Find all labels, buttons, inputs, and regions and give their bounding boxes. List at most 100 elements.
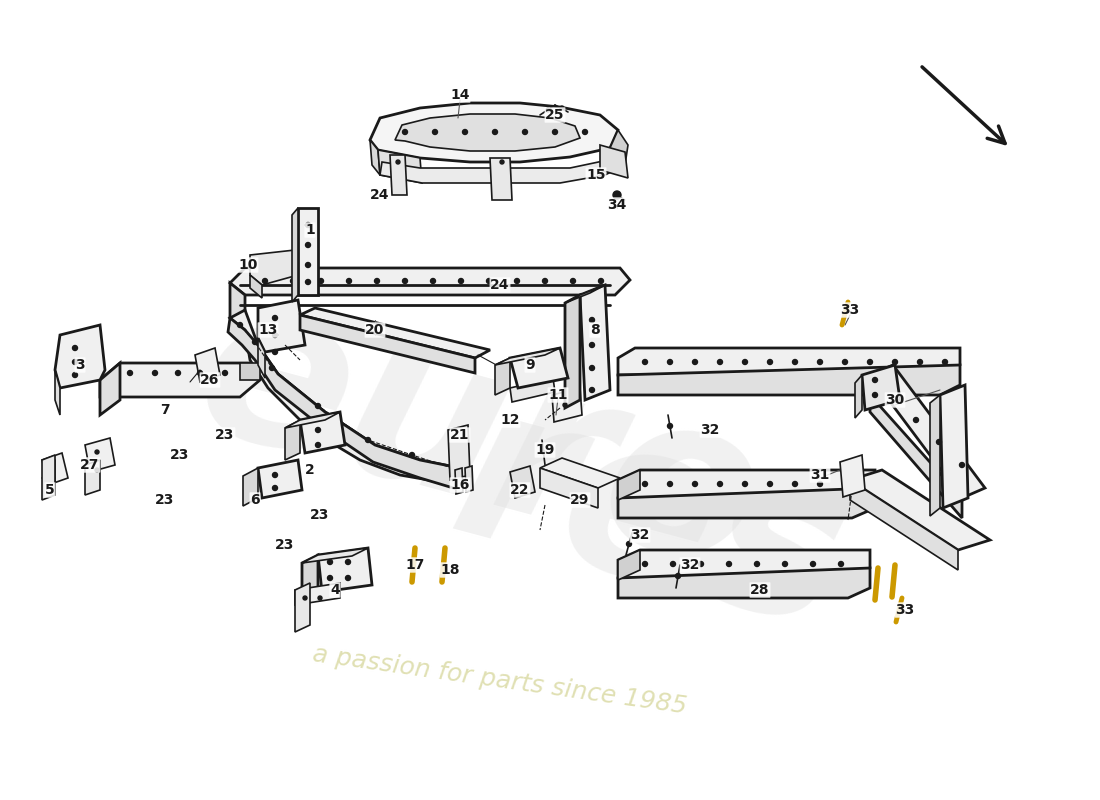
Polygon shape	[448, 425, 470, 480]
Circle shape	[238, 322, 242, 327]
Text: euro: euro	[176, 262, 783, 618]
Text: 11: 11	[548, 388, 568, 402]
Polygon shape	[855, 375, 862, 418]
Circle shape	[328, 575, 332, 581]
Circle shape	[959, 462, 965, 467]
Polygon shape	[862, 365, 900, 410]
Circle shape	[306, 222, 310, 227]
Polygon shape	[243, 468, 258, 506]
Circle shape	[571, 278, 575, 283]
Polygon shape	[465, 466, 473, 492]
Circle shape	[198, 370, 202, 375]
Circle shape	[782, 562, 788, 566]
Text: 2: 2	[305, 463, 315, 477]
Polygon shape	[42, 453, 68, 485]
Polygon shape	[618, 365, 960, 395]
Circle shape	[302, 596, 307, 600]
Polygon shape	[230, 310, 470, 482]
Circle shape	[717, 482, 723, 486]
Circle shape	[838, 562, 844, 566]
Polygon shape	[540, 458, 620, 488]
Polygon shape	[100, 363, 260, 397]
Polygon shape	[618, 488, 874, 518]
Circle shape	[73, 359, 77, 365]
Circle shape	[432, 130, 438, 134]
Polygon shape	[292, 208, 298, 302]
Text: 30: 30	[886, 393, 904, 407]
Circle shape	[263, 278, 267, 283]
Circle shape	[306, 279, 310, 285]
Circle shape	[642, 562, 648, 566]
Polygon shape	[618, 348, 960, 375]
Polygon shape	[250, 275, 262, 298]
Circle shape	[742, 359, 748, 365]
Circle shape	[403, 130, 407, 134]
Circle shape	[176, 370, 180, 375]
Circle shape	[450, 466, 454, 470]
Circle shape	[698, 562, 704, 566]
Circle shape	[613, 191, 621, 199]
Text: 4: 4	[330, 583, 340, 597]
Circle shape	[872, 378, 878, 382]
Circle shape	[671, 562, 675, 566]
Circle shape	[891, 394, 895, 399]
Circle shape	[409, 453, 415, 458]
Circle shape	[583, 130, 587, 134]
Polygon shape	[298, 208, 318, 295]
Circle shape	[290, 278, 296, 283]
Polygon shape	[618, 470, 640, 500]
Text: 12: 12	[500, 413, 519, 427]
Text: 5: 5	[45, 483, 55, 497]
Circle shape	[590, 342, 594, 347]
Text: 21: 21	[450, 428, 470, 442]
Text: 32: 32	[680, 558, 700, 572]
Circle shape	[95, 450, 99, 454]
Text: 32: 32	[701, 423, 719, 437]
Circle shape	[868, 359, 872, 365]
Polygon shape	[490, 158, 512, 200]
Circle shape	[717, 359, 723, 365]
Circle shape	[563, 403, 566, 407]
Circle shape	[792, 359, 798, 365]
Circle shape	[319, 278, 323, 283]
Circle shape	[365, 438, 371, 442]
Circle shape	[318, 596, 322, 600]
Circle shape	[493, 130, 497, 134]
Polygon shape	[510, 378, 556, 402]
Text: 1: 1	[305, 223, 315, 237]
Polygon shape	[850, 480, 958, 570]
Circle shape	[222, 370, 228, 375]
Circle shape	[459, 278, 463, 283]
Polygon shape	[300, 412, 345, 453]
Text: 29: 29	[570, 493, 590, 507]
Text: 13: 13	[258, 323, 277, 337]
Text: 16: 16	[450, 478, 470, 492]
Text: 31: 31	[811, 468, 829, 482]
Circle shape	[95, 468, 99, 472]
Circle shape	[374, 278, 379, 283]
Circle shape	[892, 359, 898, 365]
Text: 33: 33	[895, 603, 914, 617]
Polygon shape	[100, 363, 120, 415]
Text: 26: 26	[200, 373, 220, 387]
Polygon shape	[940, 385, 968, 508]
Polygon shape	[370, 140, 379, 175]
Circle shape	[811, 562, 815, 566]
Circle shape	[273, 350, 277, 354]
Text: 34: 34	[607, 198, 627, 212]
Polygon shape	[378, 150, 422, 183]
Text: 7: 7	[161, 403, 169, 417]
Circle shape	[316, 442, 320, 447]
Polygon shape	[618, 550, 640, 580]
Circle shape	[403, 278, 407, 283]
Circle shape	[675, 574, 681, 578]
Polygon shape	[495, 348, 560, 365]
Polygon shape	[930, 395, 940, 516]
Text: 17: 17	[405, 558, 425, 572]
Circle shape	[693, 359, 697, 365]
Text: 14: 14	[450, 88, 470, 102]
Polygon shape	[302, 555, 318, 600]
Polygon shape	[618, 568, 870, 598]
Text: 33: 33	[840, 303, 859, 317]
Text: 23: 23	[155, 493, 175, 507]
